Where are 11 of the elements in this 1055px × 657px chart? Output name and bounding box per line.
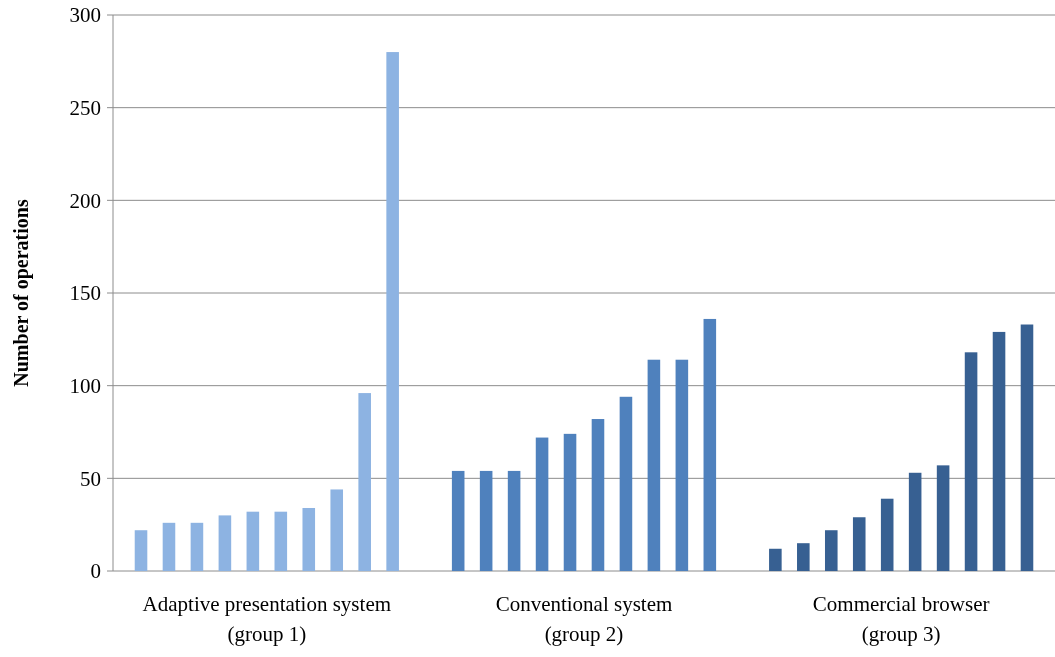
y-tick-label: 50	[80, 466, 101, 491]
y-tick-label: 200	[69, 188, 101, 213]
y-tick-label: 100	[69, 374, 101, 399]
y-tick-label: 150	[69, 281, 101, 306]
x-tick-label: Commercial browser (group 3)	[812, 592, 990, 646]
y-tick-label: 250	[69, 96, 101, 121]
y-tick-label: 0	[90, 559, 101, 584]
x-tick-label: Adaptive presentation system (group 1)	[142, 592, 392, 646]
y-axis-title: Number of operations	[10, 199, 33, 387]
x-tick-label: Conventional system (group 2)	[495, 592, 673, 646]
y-tick-label: 300	[69, 3, 101, 28]
